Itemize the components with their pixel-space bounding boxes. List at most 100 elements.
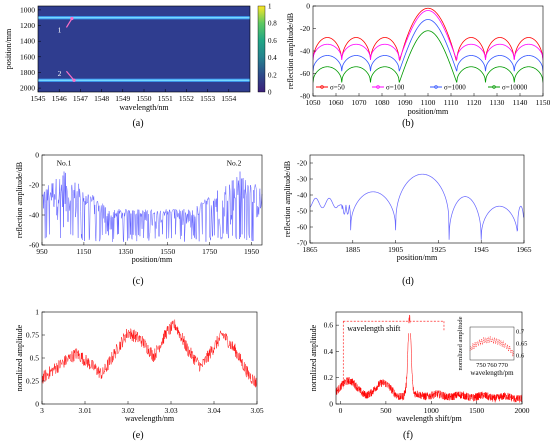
x-tick-label: 3.02 <box>121 406 134 415</box>
panel-label: (d) <box>402 276 414 287</box>
legend-label: σ=100 <box>386 84 405 92</box>
y-tick-label: -60 <box>29 241 39 250</box>
x-tick-label: 1548 <box>94 94 109 103</box>
y-axis-label: normlized amplitude <box>309 324 318 391</box>
x-axis-label: wavelength shift/pm <box>396 414 462 423</box>
x-tick-label: 1150 <box>536 98 550 107</box>
y-tick-label: 0.25 <box>26 377 39 386</box>
plot-frame <box>309 154 525 244</box>
x-tick-label: 1500 <box>469 406 484 415</box>
x-tick-label: 1060 <box>329 98 344 107</box>
x-tick-label: 1950 <box>244 247 259 256</box>
x-tick-label: 1865 <box>303 245 318 254</box>
legend-label: σ=10000 <box>502 84 528 92</box>
x-tick-label: 1070 <box>352 98 367 107</box>
y-tick-label: -40 <box>297 191 307 200</box>
colorbar-tick-label: 0 <box>268 89 272 97</box>
panel-label: (a) <box>132 118 143 129</box>
x-tick-label: 1546 <box>52 94 67 103</box>
y-tick-label: -60 <box>297 223 307 232</box>
y-tick-label: -40 <box>300 47 310 56</box>
y-axis-label: reflection amplitude/dB <box>283 161 292 237</box>
panel-label: (f) <box>403 430 413 441</box>
legend-label: σ=50 <box>330 84 345 92</box>
x-tick-label: 3 <box>40 406 44 415</box>
y-tick-label: 0.5 <box>30 354 40 363</box>
x-tick-label: 1080 <box>375 98 390 107</box>
x-tick-label: 500 <box>380 406 392 415</box>
plot-frame <box>335 311 523 405</box>
colorbar-tick-label: 0.6 <box>268 37 277 45</box>
series-line-3 <box>313 19 543 72</box>
inset-background <box>470 327 514 360</box>
annotation-arrowhead <box>72 78 76 82</box>
y-tick-label: -30 <box>297 175 307 184</box>
inset-frame <box>469 326 515 361</box>
y-tick-label: 1800 <box>20 68 35 77</box>
x-tick-label: 1905 <box>388 245 403 254</box>
x-tick-label: 1553 <box>200 94 215 103</box>
y-axis-label: reflection amplitude/dB <box>15 162 24 238</box>
y-tick-label: -20 <box>297 159 307 168</box>
plot-frame <box>41 154 263 246</box>
x-tick-label: 1547 <box>73 94 88 103</box>
y-tick-label: -50 <box>297 207 307 216</box>
legend-marker <box>492 85 496 89</box>
annotation-arrow <box>65 18 73 28</box>
x-tick-label: 1150 <box>77 247 92 256</box>
inset-x-tick-label: 750 <box>476 362 486 369</box>
y-tick-label: 2000 <box>20 84 35 93</box>
x-tick-label: 1110 <box>444 98 459 107</box>
inset-y-axis-label: normlized amplitude <box>457 316 464 370</box>
x-axis-label: wavelength/nm <box>119 103 169 112</box>
x-tick-label: 1350 <box>118 247 133 256</box>
y-tick-label: 1 <box>35 308 39 317</box>
y-tick-label: 0.6 <box>324 321 334 330</box>
annotation-arrowhead <box>70 16 74 21</box>
peak-label: No.1 <box>57 159 72 168</box>
x-tick-label: 1100 <box>421 98 436 107</box>
x-tick-label: 3.03 <box>164 406 177 415</box>
annotation-label: wavelength shift <box>347 324 401 333</box>
x-tick-label: 2000 <box>515 406 530 415</box>
series-line-1 <box>313 7 543 62</box>
y-tick-label: 0.75 <box>26 331 39 340</box>
x-tick-label: 1090 <box>398 98 413 107</box>
x-axis-label: wavelength/nm <box>125 414 175 423</box>
colorbar-tick-label: 0.2 <box>268 71 277 79</box>
x-axis-label: position/mm <box>408 107 449 116</box>
colorbar-tick-label: 1 <box>268 3 272 11</box>
legend-marker <box>376 85 380 89</box>
panel-label: (c) <box>132 276 143 287</box>
x-tick-label: 1551 <box>158 94 173 103</box>
x-tick-label: 1965 <box>517 245 532 254</box>
y-tick-label: 0 <box>35 151 39 160</box>
x-axis-label: position/mm <box>397 253 438 262</box>
series-line-2 <box>313 10 543 61</box>
annotation-label: 1 <box>58 25 62 34</box>
y-axis-label: normlized amplitude <box>15 324 24 391</box>
heatmap-band-core <box>38 79 250 81</box>
y-tick-label: 0 <box>329 400 333 409</box>
y-axis-label: position/mm <box>4 28 13 69</box>
panel-label: (e) <box>132 430 143 441</box>
inset-x-tick-label: 770 <box>498 362 508 369</box>
y-axis-label: reflection amplitude/dB <box>286 13 295 89</box>
x-tick-label: 1549 <box>115 94 130 103</box>
series-line <box>309 173 524 240</box>
heatmap-band-core <box>38 17 250 19</box>
series-line <box>335 314 523 403</box>
legend-label: σ=1000 <box>444 84 466 92</box>
legend-marker <box>320 85 324 89</box>
inset-y-tick-label: 0.65 <box>516 341 527 348</box>
y-tick-label: 0.4 <box>324 347 334 356</box>
x-tick-label: 3.05 <box>250 406 263 415</box>
x-tick-label: 3.04 <box>207 406 220 415</box>
panel-e: 3 3.01 3.02 3.03 3.04 3.05 0 0.25 0.5 0.75 1 wavele… <box>15 308 264 424</box>
panel-b: 1050 1060 1070 1080 1090 1100 1110 1120 1130 1140… <box>286 2 550 117</box>
inset-series-line <box>469 335 515 357</box>
x-tick-label: 1550 <box>160 247 175 256</box>
series-line <box>41 319 257 388</box>
series-line <box>42 171 263 242</box>
